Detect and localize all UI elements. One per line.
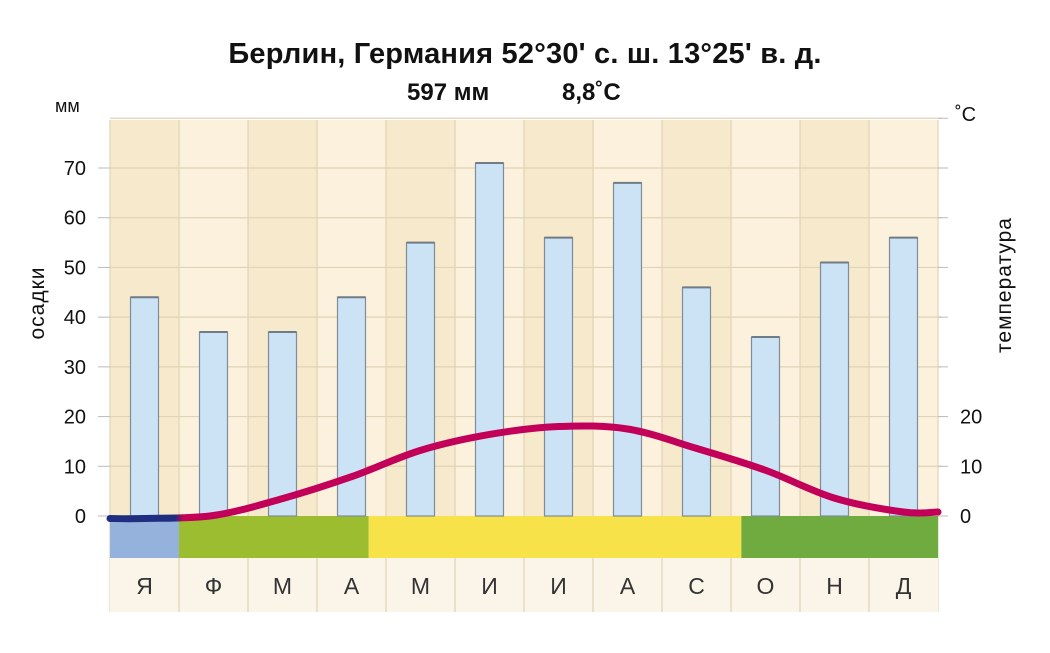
precipitation-bar: [405, 241, 436, 517]
precipitation-bar: [681, 286, 712, 517]
y-tick-label: 0: [75, 506, 86, 528]
y-tick-label: 20: [64, 407, 86, 429]
y2-tick-label: 0: [960, 506, 971, 528]
annual-temperature: 8,8˚C: [562, 79, 621, 106]
precipitation-unit: мм: [55, 96, 80, 116]
month-label: М: [411, 573, 430, 599]
y-tick-label: 50: [64, 257, 86, 279]
month-label: Я: [136, 573, 153, 599]
precipitation-bar: [474, 162, 505, 517]
precipitation-bar: [819, 261, 850, 517]
temperature-unit: ˚C: [955, 104, 977, 126]
precipitation-bar: [198, 331, 229, 517]
y-tick-label: 60: [64, 208, 86, 230]
month-label: Н: [826, 573, 843, 599]
y-tick-label: 40: [64, 307, 86, 329]
month-label: С: [688, 573, 705, 599]
season-band: [741, 516, 938, 558]
month-label: Д: [896, 573, 912, 599]
precipitation-bar: [543, 237, 574, 517]
precipitation-bar: [750, 336, 781, 517]
season-band: [179, 516, 369, 558]
chart-title: Берлин, Германия 52°30' с. ш. 13°25' в. …: [228, 38, 822, 70]
month-label: А: [344, 573, 360, 599]
month-label: О: [757, 573, 775, 599]
y-tick-label: 10: [64, 456, 86, 478]
season-band: [110, 516, 179, 558]
y2-tick-label: 20: [960, 407, 982, 429]
annual-precipitation: 597 мм: [407, 79, 490, 106]
month-label: И: [481, 573, 498, 599]
temperature-line: [106, 422, 942, 523]
y2-tick-label: 10: [960, 456, 982, 478]
month-label: А: [620, 573, 636, 599]
precipitation-bar: [129, 296, 160, 517]
y-tick-label: 30: [64, 357, 86, 379]
season-band: [368, 516, 742, 558]
precipitation-bar: [267, 331, 298, 517]
month-label: М: [273, 573, 292, 599]
month-label: И: [550, 573, 567, 599]
precipitation-bar: [612, 182, 643, 517]
precipitation-bar: [888, 237, 919, 517]
y-tick-label: 70: [64, 158, 86, 180]
month-label: Ф: [205, 573, 223, 599]
